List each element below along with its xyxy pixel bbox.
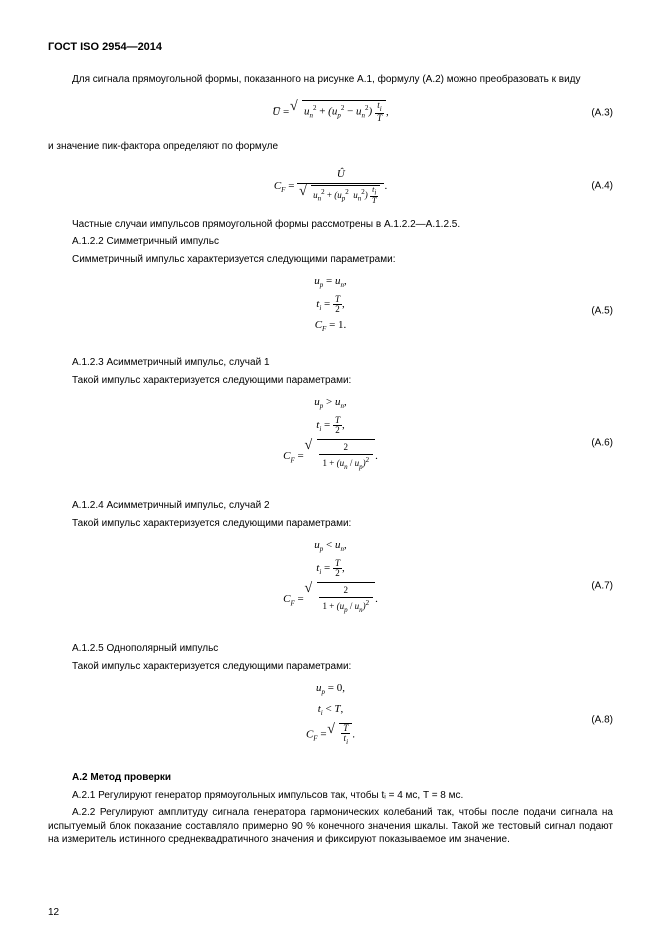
formula-a5: up = un, ti = T2, CF = 1. (А.5) [48, 274, 613, 348]
formula-a3: U̅ = un2 + (up2 − un2) tiT , (А.3) [48, 94, 613, 132]
paragraph: Для сигнала прямоугольной формы, показан… [48, 73, 613, 87]
page-number: 12 [48, 906, 59, 920]
math-expr: CF = Û un2 + (up2 un2) tiT . [274, 180, 387, 192]
formula-a8: up = 0, ti < T, CF = Tti . (А.8) [48, 681, 613, 759]
equation-number: (А.8) [591, 714, 613, 728]
paragraph: и значение пик-фактора определяют по фор… [48, 140, 613, 154]
equation-number: (А.4) [591, 179, 613, 193]
paragraph: Такой импульс характеризуется следующими… [48, 374, 613, 388]
formula-a6: up > un, ti = T2, CF = 2 1 + (un / up)2 … [48, 395, 613, 491]
paragraph: Такой импульс характеризуется следующими… [48, 517, 613, 531]
formula-a4: CF = Û un2 + (up2 un2) tiT . (А.4) [48, 162, 613, 210]
equation-number: (А.3) [591, 107, 613, 121]
math-expr: U̅ = un2 + (up2 − un2) tiT , [272, 106, 388, 118]
paragraph: А.1.2.5 Однополярный импульс [48, 642, 613, 656]
paragraph: Такой импульс характеризуется следующими… [48, 660, 613, 674]
section-heading: А.2 Метод проверки [48, 771, 613, 785]
paragraph: А.1.2.4 Асимметричный импульс, случай 2 [48, 499, 613, 513]
equation-number: (А.5) [591, 305, 613, 319]
paragraph: Симметричный импульс характеризуется сле… [48, 253, 613, 267]
equation-number: (А.6) [591, 437, 613, 451]
paragraph: А.1.2.2 Симметричный импульс [48, 235, 613, 249]
equation-number: (А.7) [591, 580, 613, 594]
paragraph: А.1.2.3 Асимметричный импульс, случай 1 [48, 356, 613, 370]
document-header: ГОСТ ISO 2954—2014 [48, 40, 613, 55]
page: ГОСТ ISO 2954—2014 Для сигнала прямоугол… [0, 0, 661, 935]
paragraph: А.2.1 Регулируют генератор прямоугольных… [48, 789, 613, 803]
paragraph: Частные случаи импульсов прямоугольной ф… [48, 218, 613, 232]
formula-a7: up < un, ti = T2, CF = 2 1 + (up / un)2 … [48, 538, 613, 634]
paragraph: А.2.2 Регулируют амплитуду сигнала генер… [48, 806, 613, 847]
